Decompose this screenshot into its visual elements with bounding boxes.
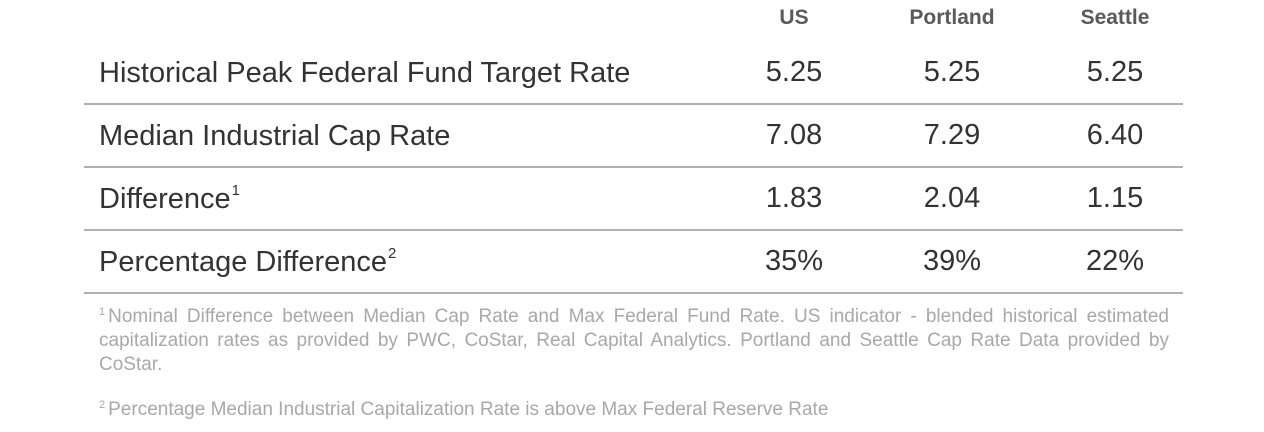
row-label: Difference1	[99, 182, 240, 215]
cell-portland: 39%	[922, 245, 982, 277]
cell-us: 1.83	[765, 182, 823, 214]
table-row: Percentage Difference2 35% 39% 22%	[84, 231, 1183, 294]
footnote-marker: 2	[388, 245, 397, 262]
footnotes: 1 Nominal Difference between Median Cap R…	[99, 300, 1169, 422]
cell-portland: 7.29	[923, 119, 981, 151]
cell-us: 5.25	[765, 56, 823, 88]
table-header: US Portland Seattle	[84, 0, 1183, 42]
rates-table: US Portland Seattle Historical Peak Fede…	[84, 0, 1183, 294]
cell-seattle: 5.25	[1086, 56, 1144, 88]
table-row: Median Industrial Cap Rate 7.08 7.29 6.4…	[84, 105, 1183, 168]
footnote-marker: 2	[99, 399, 106, 411]
cell-portland: 5.25	[923, 56, 981, 88]
column-header-us: US	[779, 6, 809, 29]
cell-us: 7.08	[765, 119, 823, 151]
cell-seattle: 1.15	[1086, 182, 1144, 214]
table-row: Historical Peak Federal Fund Target Rate…	[84, 42, 1183, 105]
row-label: Percentage Difference2	[99, 245, 397, 278]
cell-us: 35%	[764, 245, 824, 277]
footnote-marker: 1	[231, 182, 240, 199]
row-label: Historical Peak Federal Fund Target Rate	[99, 57, 631, 89]
cell-seattle: 22%	[1085, 245, 1145, 277]
footnote-1: 1 Nominal Difference between Median Cap R…	[99, 306, 1169, 375]
footnote-2: 2 Percentage Median Industrial Capitaliza…	[99, 399, 829, 420]
row-label: Median Industrial Cap Rate	[99, 120, 451, 152]
table-row: Difference1 1.83 2.04 1.15	[84, 168, 1183, 231]
column-header-portland: Portland	[909, 6, 995, 29]
cell-portland: 2.04	[923, 182, 981, 214]
footnote-marker: 1	[99, 306, 106, 318]
column-header-seattle: Seattle	[1080, 6, 1150, 29]
cell-seattle: 6.40	[1086, 119, 1144, 151]
